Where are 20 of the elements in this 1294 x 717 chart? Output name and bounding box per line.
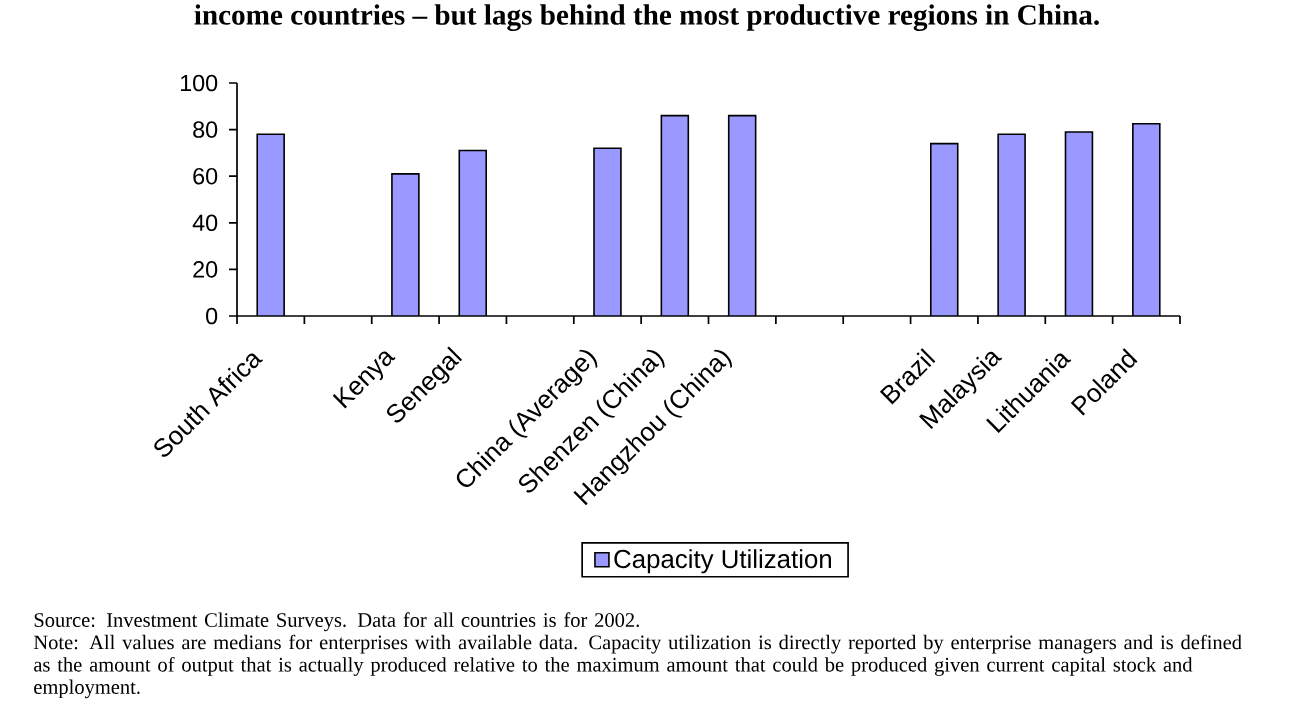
bar xyxy=(728,115,756,316)
y-tick-label: 40 xyxy=(192,214,218,232)
bar xyxy=(1065,131,1093,316)
bar xyxy=(1132,122,1161,316)
chart-title: income countries – but lags behind the most productive regions in China. xyxy=(194,4,1099,31)
text: Note: All values are medians for enterprises with available data. Capacity utilization is directly reported by enterprise managers and is defined as the amount of output that is actually produced relative to the maximum amount that could be produced given current capital stock and employment. xyxy=(33,634,1242,699)
y-tick-label: 80 xyxy=(193,121,218,138)
bar xyxy=(594,148,621,316)
bar xyxy=(661,115,689,316)
source-note: Source: Investment Climate Surveys. Data for all countries is for 2002. xyxy=(34,612,639,632)
bar xyxy=(459,150,487,316)
bar xyxy=(257,134,285,316)
bar xyxy=(391,173,419,316)
bar xyxy=(998,134,1026,316)
legend-label: Capacity Utilization xyxy=(614,549,831,574)
y-tick-label: 20 xyxy=(193,261,218,278)
bar xyxy=(930,143,958,316)
y-tick-label: 60 xyxy=(193,167,218,185)
y-tick-label: 0 xyxy=(206,307,218,325)
y-tick-label: 100 xyxy=(180,74,218,92)
